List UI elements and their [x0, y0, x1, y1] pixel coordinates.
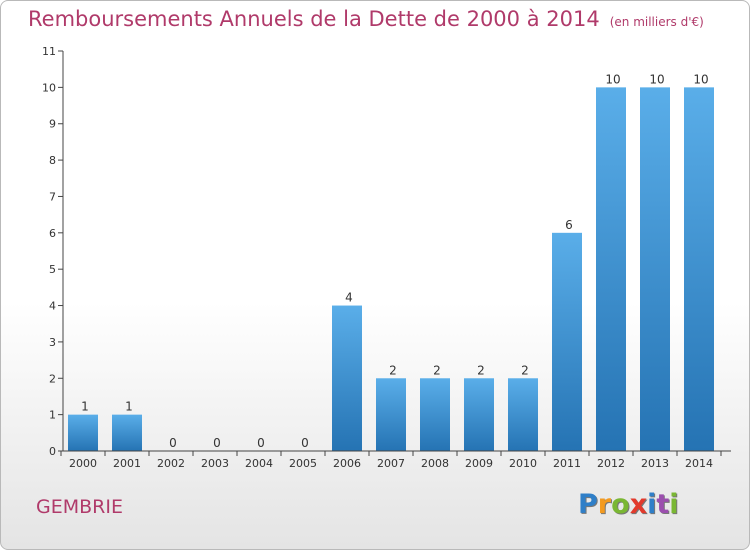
bar-2000: [68, 414, 98, 451]
bar-value-label: 0: [257, 436, 265, 450]
logo-letter: i: [669, 489, 679, 520]
proxiti-logo[interactable]: Proxiti: [578, 489, 679, 520]
bar-value-label: 2: [477, 363, 485, 377]
chart-unit-text: (en milliers d'€): [609, 15, 704, 29]
bar-value-label: 2: [433, 363, 441, 377]
y-tick-label: 9: [49, 118, 56, 131]
x-tick-label: 2011: [553, 457, 581, 470]
bar-2012: [596, 87, 626, 451]
x-tick-label: 2001: [113, 457, 141, 470]
x-tick-label: 2008: [421, 457, 449, 470]
logo-letter: o: [611, 489, 630, 520]
bar-value-label: 0: [169, 436, 177, 450]
x-tick-label: 2013: [641, 457, 669, 470]
logo-letter: P: [578, 489, 598, 520]
bar-value-label: 0: [213, 436, 221, 450]
x-tick-label: 2006: [333, 457, 361, 470]
y-tick-label: 7: [49, 190, 56, 203]
bar-2007: [376, 378, 406, 451]
bar-2008: [420, 378, 450, 451]
y-axis: 0 1 2 3 4 5 6 7 8 9 10 11: [42, 45, 64, 458]
bar-2011: [552, 232, 582, 451]
logo-letter: t: [656, 489, 670, 520]
bar-2001: [112, 414, 142, 451]
y-tick-label: 8: [49, 154, 56, 167]
y-tick-label: 10: [42, 81, 56, 94]
bar-2009: [464, 378, 494, 451]
x-tick-label: 2014: [685, 457, 713, 470]
y-tick-label: 4: [49, 300, 56, 313]
y-tick-label: 1: [49, 409, 56, 422]
bar-value-label: 1: [81, 400, 89, 414]
x-tick-label: 2009: [465, 457, 493, 470]
chart-title-text: Remboursements Annuels de la Dette de 20…: [28, 7, 600, 31]
bar-value-label: 10: [605, 72, 620, 86]
x-tick-label: 2002: [157, 457, 185, 470]
bar-value-label: 0: [301, 436, 309, 450]
y-tick-label: 2: [49, 372, 56, 385]
x-tick-label: 2000: [69, 457, 97, 470]
bar-value-label: 6: [565, 218, 573, 232]
x-tick-label: 2004: [245, 457, 273, 470]
x-tick-label: 2012: [597, 457, 625, 470]
y-tick-label: 6: [49, 227, 56, 240]
x-axis: 2000 2001 2002 2003 2004 2005 2006 2007 2008 2009…: [60, 450, 731, 470]
bar-value-label: 10: [693, 72, 708, 86]
x-tick-label: 2005: [289, 457, 317, 470]
logo-letter: r: [597, 489, 612, 520]
x-tick-label: 2010: [509, 457, 537, 470]
bar-2013: [640, 87, 670, 451]
bar-2010: [508, 378, 538, 451]
bar-value-label: 2: [521, 363, 529, 377]
y-tick-label: 3: [49, 336, 56, 349]
commune-name: GEMBRIE: [36, 496, 123, 518]
bar-2014: [684, 87, 714, 451]
bar-value-label: 10: [649, 72, 664, 86]
bar-2006: [332, 305, 362, 451]
bar-value-label: 4: [345, 291, 353, 305]
bar-value-label: 2: [389, 363, 397, 377]
bar-value-label: 1: [125, 400, 133, 414]
y-tick-label: 11: [42, 45, 56, 58]
logo-letter: i: [647, 489, 657, 520]
logo-letter: x: [629, 489, 648, 520]
y-tick-label: 5: [49, 263, 56, 276]
chart-title: Remboursements Annuels de la Dette de 20…: [28, 7, 704, 31]
x-tick-label: 2007: [377, 457, 405, 470]
y-tick-label: 0: [49, 445, 56, 458]
x-tick-label: 2003: [201, 457, 229, 470]
